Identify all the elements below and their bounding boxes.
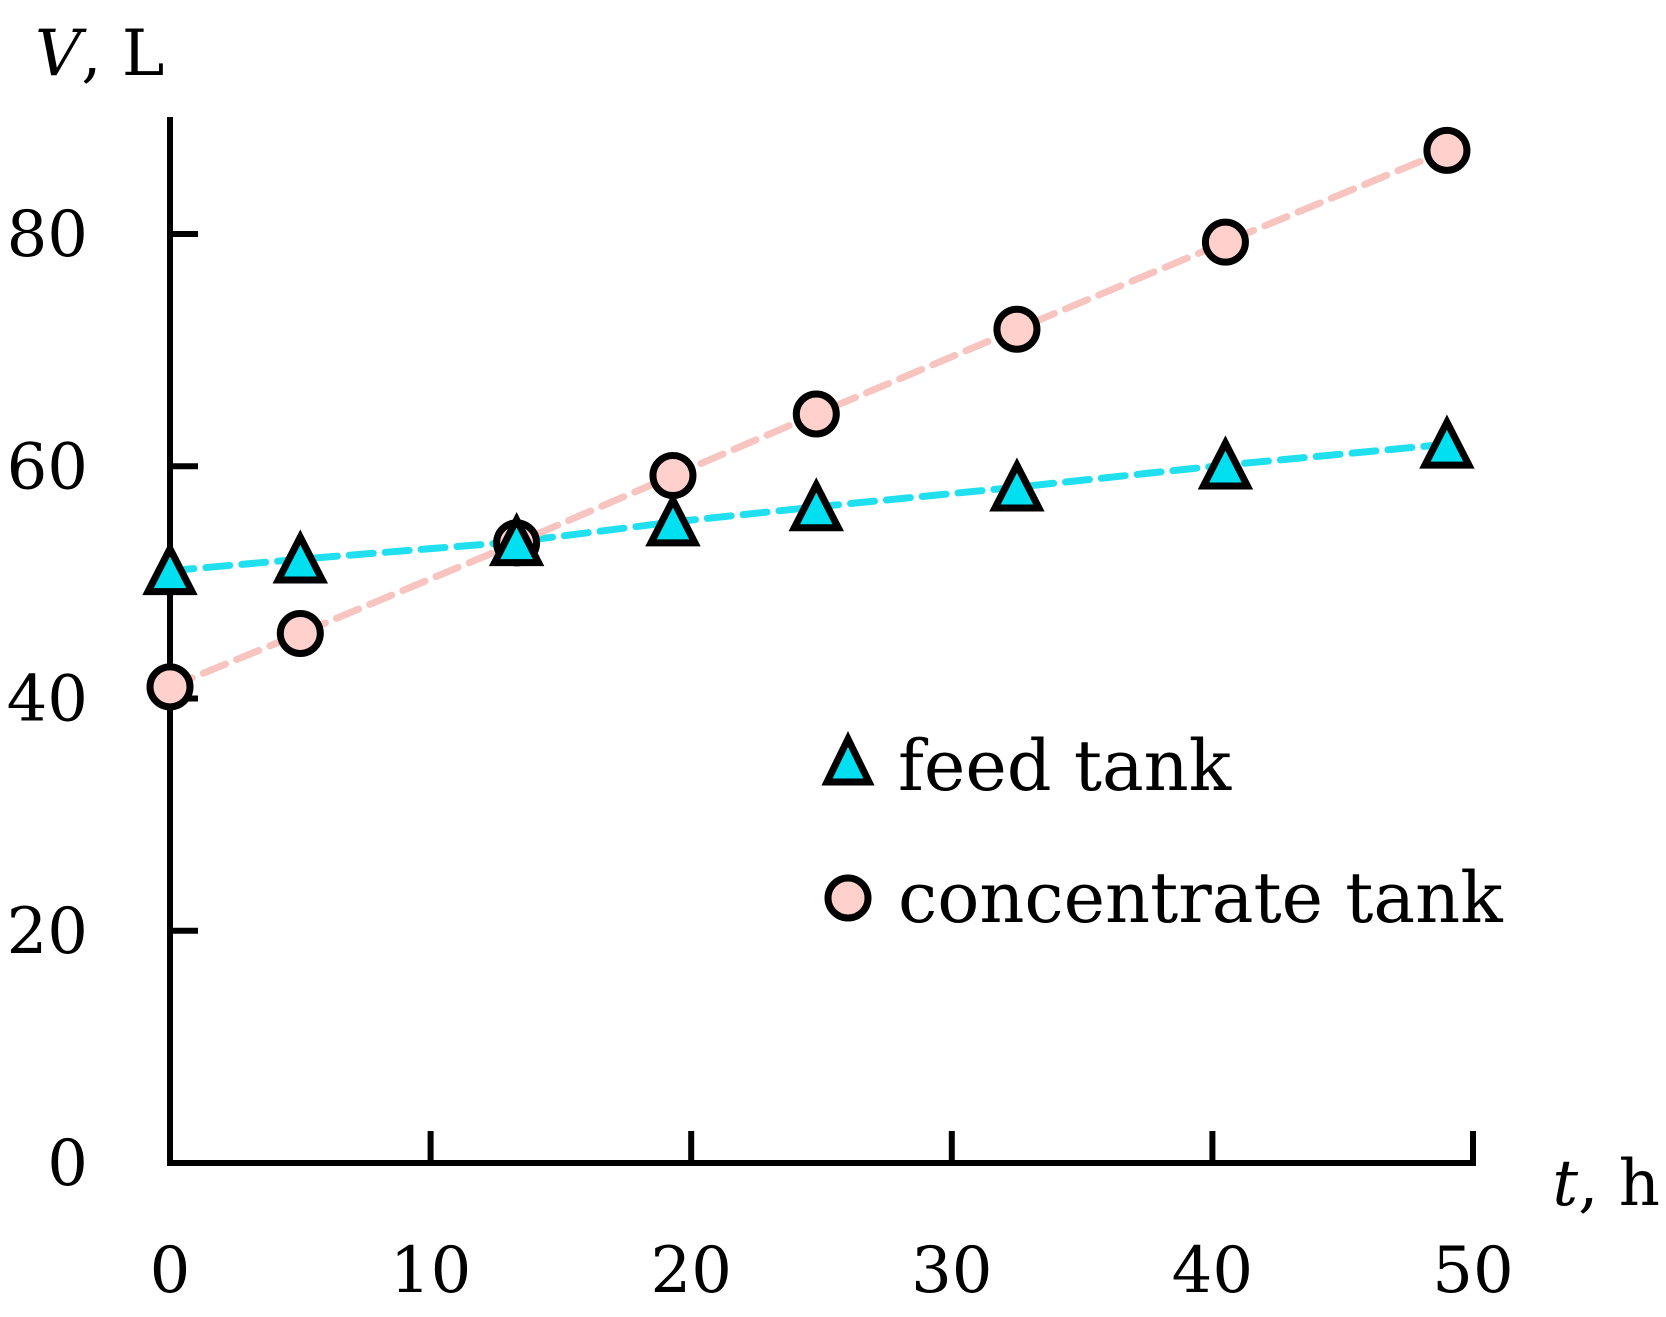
feed-tank-point	[1419, 414, 1475, 469]
feed-tank-point	[488, 512, 545, 567]
series-markers	[142, 126, 1475, 711]
concentrate-tank-point	[792, 390, 840, 438]
x-tick-label: 50	[1432, 1234, 1513, 1308]
y-axis-title: V, L	[35, 17, 164, 91]
axes	[167, 117, 1476, 1166]
concentrate-tank-point	[146, 663, 194, 711]
legend-concentrate-marker	[824, 874, 872, 922]
y-ticks: 0 20 40 60 80	[7, 198, 198, 1201]
x-axis-var: t	[1552, 1147, 1578, 1221]
feed-tank-point	[989, 457, 1045, 512]
concentrate-tank-point	[649, 452, 697, 500]
feed-tank-point	[142, 541, 198, 596]
x-axis-unit: , h	[1578, 1147, 1660, 1221]
feed-tank-point	[272, 529, 329, 584]
legend-feed-label: feed tank	[898, 725, 1232, 807]
series-line-feed	[166, 440, 1451, 575]
concentrate-tank-point	[1423, 126, 1471, 174]
concentrate-tank-point	[993, 305, 1041, 353]
x-tick-label: 0	[150, 1234, 191, 1308]
y-tick-label: 60	[7, 430, 88, 504]
y-tick-label: 20	[7, 895, 88, 969]
x-tick-label: 10	[390, 1234, 471, 1308]
series-line-concentrate	[166, 146, 1451, 691]
legend: feed tank concentrate tank	[821, 725, 1503, 939]
series-lines	[166, 146, 1451, 691]
y-tick-label: 0	[47, 1127, 88, 1201]
feed-tank-point	[1197, 435, 1254, 490]
x-tick-label: 40	[1172, 1234, 1253, 1308]
x-ticks: 0 10 20 30 40 50	[150, 1131, 1514, 1308]
legend-feed-marker	[821, 731, 875, 786]
feed-tank-point	[788, 477, 845, 532]
feed-tank-point	[645, 492, 701, 547]
y-tick-label: 40	[7, 663, 88, 737]
legend-concentrate-label: concentrate tank	[898, 857, 1503, 939]
concentrate-tank-point	[276, 609, 324, 657]
x-tick-label: 30	[911, 1234, 992, 1308]
y-axis-var: V	[35, 17, 87, 91]
x-tick-label: 20	[650, 1234, 731, 1308]
x-axis-title: t, h	[1552, 1147, 1660, 1221]
y-axis-unit: , L	[81, 17, 164, 91]
concentrate-tank-point	[1201, 218, 1249, 266]
y-tick-label: 80	[7, 198, 88, 272]
